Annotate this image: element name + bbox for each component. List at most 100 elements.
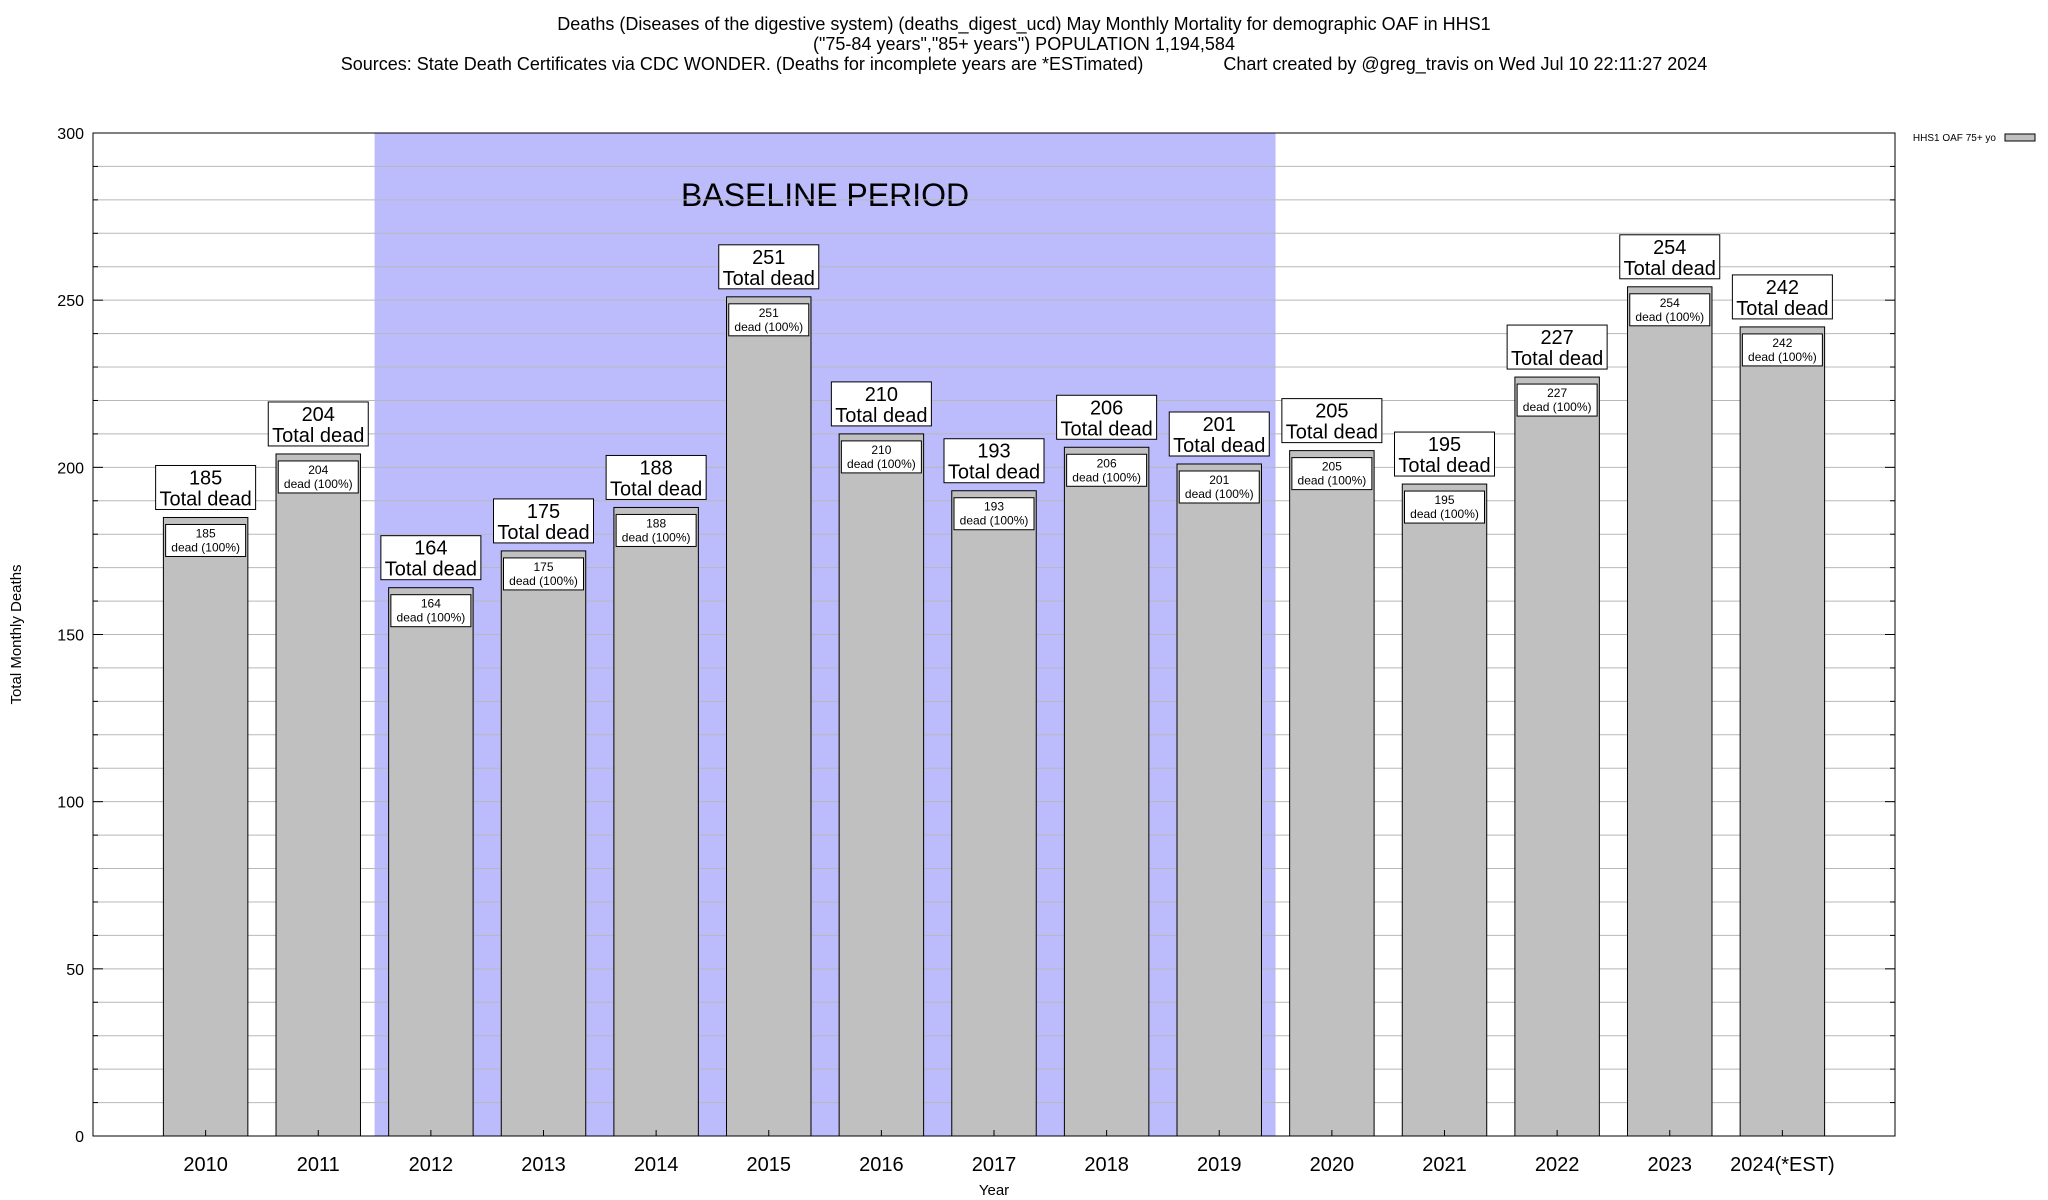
x-tick-label: 2022 [1535, 1154, 1580, 1176]
bar-inner-dead-label: dead (100%) [284, 477, 353, 491]
bar-inner-label-box [277, 460, 359, 494]
bar-inner-label-box [728, 303, 810, 337]
bar-top-total-label: Total dead [1398, 455, 1490, 477]
bar-top-label-box [1056, 394, 1158, 440]
y-tick-label: 300 [57, 126, 84, 143]
bar-top-total-label: Total dead [1173, 435, 1265, 457]
bar-top-total-label: Total dead [385, 559, 477, 581]
x-tick-label: 2015 [747, 1154, 792, 1176]
bar-inner-dead-label: dead (100%) [847, 457, 916, 471]
bar [275, 453, 361, 1137]
bar-inner-label-box [1178, 470, 1260, 504]
bar [951, 490, 1037, 1137]
x-tick-label: 2010 [183, 1154, 228, 1176]
chart-source-line: Sources: State Death Certificates via CD… [340, 54, 1708, 74]
x-tick-label: 2012 [409, 1154, 454, 1176]
bar-inner-label-box [840, 440, 922, 474]
bar-inner-value-label: 251 [759, 306, 779, 320]
chart-title: Deaths (Diseases of the digestive system… [557, 14, 1491, 34]
bar-inner-value-label: 204 [308, 463, 328, 477]
bar-top-total-label: Total dead [723, 268, 815, 290]
bar-inner-dead-label: dead (100%) [960, 514, 1029, 528]
bar-inner-dead-label: dead (100%) [509, 574, 578, 588]
y-tick-label: 150 [57, 628, 84, 645]
bar-top-label-box [493, 498, 594, 544]
bar-inner-value-label: 210 [871, 443, 891, 457]
bar-top-value-label: 204 [302, 404, 335, 426]
bar-inner-label-box [1066, 453, 1148, 487]
bar-inner-label-box [1291, 457, 1373, 491]
y-tick-label: 0 [75, 1129, 84, 1146]
bar [500, 550, 587, 1137]
bar-top-value-label: 206 [1090, 397, 1123, 419]
bar-top-label-box [1731, 274, 1833, 320]
bar-inner-dead-label: dead (100%) [1410, 507, 1479, 521]
bar [1289, 450, 1375, 1137]
bar-top-label-box [1168, 411, 1270, 457]
bar-inner-dead-label: dead (100%) [1072, 470, 1141, 484]
bar-top-total-label: Total dead [1060, 418, 1152, 440]
bar-top-total-label: Total dead [159, 488, 251, 510]
bar-inner-value-label: 164 [421, 597, 441, 611]
bar-inner-value-label: 206 [1097, 456, 1117, 470]
bar-inner-value-label: 195 [1434, 493, 1454, 507]
y-tick-label: 100 [57, 795, 84, 812]
bar-inner-value-label: 227 [1547, 386, 1567, 400]
bar-top-value-label: 254 [1653, 237, 1686, 259]
legend-label: HHS1 OAF 75+ yo [1913, 133, 1997, 144]
bar-inner-label-box [165, 523, 247, 557]
bar-top-value-label: 201 [1203, 414, 1236, 436]
bar-top-value-label: 242 [1766, 277, 1799, 299]
bar-top-total-label: Total dead [1736, 298, 1828, 320]
bar-inner-label-box [1516, 383, 1598, 417]
legend-swatch [2004, 133, 2036, 142]
bar-top-label-box [380, 535, 482, 581]
bar-inner-label-box [1404, 490, 1485, 524]
bar-top-value-label: 195 [1428, 434, 1461, 456]
x-tick-label: 2011 [297, 1154, 340, 1176]
y-tick-label: 250 [57, 293, 84, 310]
bar-top-value-label: 210 [865, 384, 898, 406]
y-tick-label: 50 [66, 962, 84, 979]
bar-inner-dead-label: dead (100%) [1298, 474, 1367, 488]
baseline-period-label: BASELINE PERIOD [681, 177, 969, 213]
x-tick-label: 2016 [859, 1154, 904, 1176]
bar [1401, 483, 1488, 1137]
bar [1739, 326, 1826, 1137]
x-tick-label: 2024(*EST) [1730, 1154, 1835, 1176]
bar [726, 296, 812, 1137]
bar-top-label-box [718, 244, 820, 290]
bar-inner-label-box [1741, 333, 1823, 367]
bar-top-value-label: 185 [189, 467, 222, 489]
bar-top-label-box [1619, 234, 1721, 280]
bar-inner-dead-label: dead (100%) [1635, 310, 1704, 324]
bar-top-label-box [1394, 431, 1495, 477]
bar-inner-label-box [390, 594, 472, 628]
bar-inner-label-box [1629, 293, 1711, 327]
bar-top-value-label: 227 [1540, 327, 1573, 349]
x-tick-label: 2018 [1084, 1154, 1129, 1176]
bar-inner-value-label: 205 [1322, 460, 1342, 474]
bar [838, 433, 925, 1137]
bar-inner-dead-label: dead (100%) [1185, 487, 1254, 501]
bar-top-value-label: 188 [639, 457, 672, 479]
x-tick-label: 2017 [972, 1154, 1017, 1176]
bar-inner-label-box [953, 497, 1035, 531]
bar-top-total-label: Total dead [1286, 422, 1378, 444]
bar-inner-value-label: 175 [533, 560, 553, 574]
bar-inner-dead-label: dead (100%) [1523, 400, 1592, 414]
bar-top-label-box [267, 401, 369, 447]
bar-top-value-label: 175 [527, 501, 560, 523]
bar-inner-value-label: 201 [1209, 473, 1229, 487]
x-tick-label: 2021 [1422, 1154, 1467, 1176]
bar-inner-value-label: 188 [646, 516, 666, 530]
bar [1627, 286, 1713, 1137]
bar-inner-dead-label: dead (100%) [734, 320, 803, 334]
x-tick-label: 2019 [1197, 1154, 1242, 1176]
bar-inner-value-label: 254 [1660, 296, 1680, 310]
bar-top-label-box [1506, 324, 1608, 370]
bar-top-value-label: 251 [752, 247, 785, 269]
bar [388, 587, 474, 1137]
